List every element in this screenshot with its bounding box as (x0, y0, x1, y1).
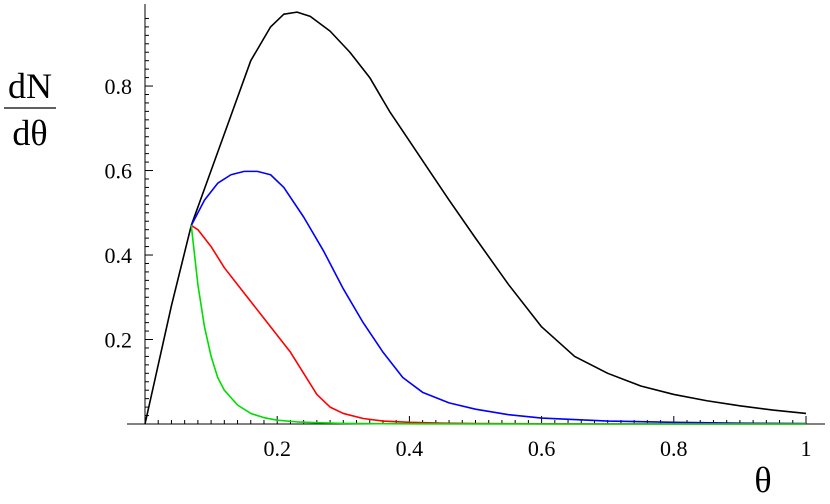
series-line-1 (144, 11, 807, 425)
axes: 0.2 0.4 0.6 0.8 1 0.2 0.4 0.6 0.8 (105, 4, 825, 461)
series-line-2 (190, 170, 807, 425)
y-axis-label: dN dθ (4, 66, 56, 153)
series-group (144, 11, 807, 425)
y-tick-label: 0.6 (105, 159, 133, 184)
x-tick-label: 0.2 (263, 436, 291, 461)
x-tick-label: 0.6 (528, 436, 556, 461)
y-tick-label: 0.2 (105, 328, 133, 353)
y-tick-label: 0.4 (105, 243, 133, 268)
x-tick-label: 1 (801, 436, 812, 461)
x-axis-label: θ (754, 460, 771, 500)
series-line-3 (190, 224, 807, 425)
series-line-4 (190, 225, 806, 425)
y-tick-label: 0.8 (105, 74, 133, 99)
x-tick-label: 0.4 (396, 436, 424, 461)
y-axis-label-numerator: dN (8, 66, 52, 106)
y-axis-label-denominator: dθ (12, 113, 47, 153)
y-ticks: 0.2 0.4 0.6 0.8 (105, 17, 153, 417)
x-tick-label: 0.8 (660, 436, 688, 461)
